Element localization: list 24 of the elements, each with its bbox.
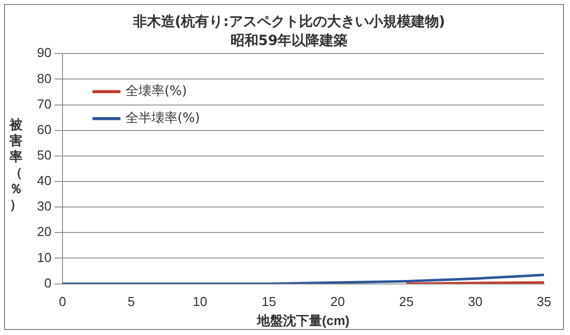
legend-label: 全壊率(%) — [125, 82, 187, 99]
y-tick-label: 70 — [36, 96, 52, 112]
x-tick-label: 25 — [399, 294, 414, 310]
y-tick-label: 20 — [36, 224, 52, 240]
y-tick-label: 30 — [36, 198, 52, 214]
y-tick-label: 10 — [36, 250, 52, 265]
x-tick-label: 20 — [330, 294, 345, 310]
y-tick-label: 50 — [36, 147, 52, 162]
x-axis-title: 地盤沈下量(cm) — [256, 312, 350, 328]
chart-title: 非木造(杭有り:アスペクト比の大きい小規模建物) — [132, 13, 446, 30]
y-axis-title: 被害率（％） — [8, 118, 24, 214]
x-tick-label: 0 — [58, 294, 66, 310]
y-tick-label: 0 — [44, 275, 52, 290]
y-tick-label: 90 — [36, 45, 52, 60]
y-tick-label: 40 — [36, 173, 52, 188]
x-tick-label: 10 — [192, 294, 208, 310]
x-tick-label: 15 — [262, 294, 276, 310]
x-tick-label: 5 — [128, 294, 135, 310]
legend-label: 全半壊率(%) — [125, 110, 200, 126]
y-tick-label: 80 — [36, 70, 52, 86]
x-tick-label: 35 — [536, 294, 552, 310]
x-tick-label: 30 — [468, 294, 482, 310]
y-tick-label: 60 — [36, 122, 52, 137]
chart-subtitle: 昭和59年以降建築 — [230, 32, 348, 49]
